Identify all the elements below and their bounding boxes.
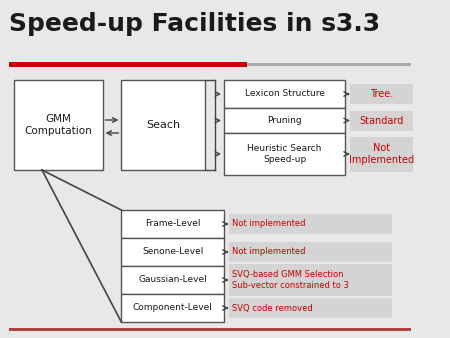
Bar [122, 238, 224, 266]
Bar [224, 108, 345, 133]
Bar [224, 133, 345, 175]
Text: SVQ-based GMM Selection
Sub-vector constrained to 3: SVQ-based GMM Selection Sub-vector const… [232, 270, 349, 290]
Text: Not
Implemented: Not Implemented [349, 143, 414, 165]
Text: Not implemented: Not implemented [232, 219, 306, 228]
Bar [9, 328, 410, 331]
Bar [350, 84, 414, 104]
Bar [9, 62, 247, 67]
Text: Heuristic Search
Speed-up: Heuristic Search Speed-up [248, 144, 322, 164]
Bar [122, 266, 224, 294]
Text: Frame-Level: Frame-Level [145, 219, 200, 228]
Text: Tree.: Tree. [370, 89, 393, 99]
Text: Standard: Standard [360, 116, 404, 125]
Bar [229, 264, 392, 296]
Bar [229, 298, 392, 318]
Bar [229, 214, 392, 234]
Bar [247, 63, 410, 66]
Text: Not implemented: Not implemented [232, 247, 306, 257]
Text: Component-Level: Component-Level [133, 304, 212, 313]
Text: SVQ code removed: SVQ code removed [232, 304, 313, 313]
Bar [350, 137, 414, 171]
Bar [350, 111, 414, 130]
Text: GMM
Computation: GMM Computation [24, 114, 92, 136]
Text: Speed-up Facilities in s3.3: Speed-up Facilities in s3.3 [9, 12, 380, 36]
Bar [122, 80, 205, 170]
Text: Pruning: Pruning [267, 116, 302, 125]
Text: Seach: Seach [146, 120, 180, 130]
Text: Senone-Level: Senone-Level [142, 247, 203, 257]
Text: Lexicon Structure: Lexicon Structure [245, 90, 324, 98]
Bar [122, 294, 224, 322]
Bar [229, 242, 392, 262]
Bar [224, 80, 345, 108]
Bar [14, 80, 103, 170]
Text: Gaussian-Level: Gaussian-Level [138, 275, 207, 285]
Bar [122, 210, 224, 238]
